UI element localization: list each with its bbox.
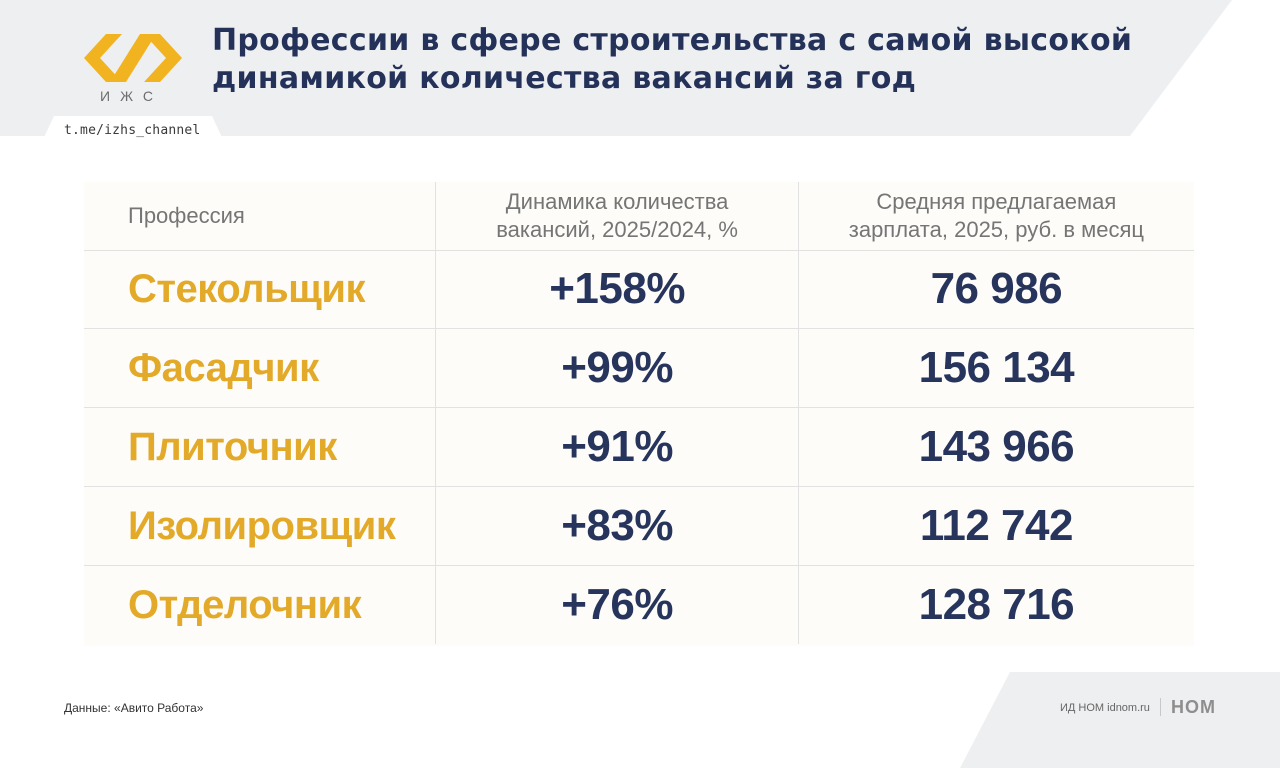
title-line-2: динамикой количества вакансий за год xyxy=(212,61,917,96)
profession-cell: Изолировщик xyxy=(128,503,396,548)
profession-cell: Плиточник xyxy=(128,424,337,469)
table-row: Отделочник +76% 128 716 xyxy=(84,566,1194,644)
table-row: Плиточник +91% 143 966 xyxy=(84,408,1194,487)
table-row: Фасадчик +99% 156 134 xyxy=(84,329,1194,408)
izhs-logo-icon xyxy=(84,34,182,82)
header-band xyxy=(0,0,1232,136)
profession-cell: Отделочник xyxy=(128,582,362,627)
header-dynamics: Динамика количества вакансий, 2025/2024,… xyxy=(496,188,738,244)
header-profession: Профессия xyxy=(128,203,245,228)
data-source: Данные: «Авито Работа» xyxy=(64,701,204,715)
salary-cell: 76 986 xyxy=(930,264,1063,313)
table-row: Изолировщик +83% 112 742 xyxy=(84,487,1194,566)
izhs-logo: ИЖС xyxy=(80,28,186,108)
nom-logo: НОМ xyxy=(1171,697,1216,717)
profession-cell: Стекольщик xyxy=(128,266,366,311)
professions-table: Профессия Динамика количества вакансий, … xyxy=(84,182,1194,646)
page-title: Профессии в сфере строительства с самой … xyxy=(212,22,1192,98)
salary-cell: 156 134 xyxy=(918,343,1075,392)
dynamics-cell: +76% xyxy=(561,580,673,629)
footer-band xyxy=(960,672,1280,768)
table-header: Профессия Динамика количества вакансий, … xyxy=(84,182,1194,251)
channel-link[interactable]: t.me/izhs_channel xyxy=(64,123,201,138)
header-dynamics-line-2: вакансий, 2025/2024, % xyxy=(496,217,738,242)
dynamics-cell: +91% xyxy=(561,422,673,471)
logo-text: ИЖС xyxy=(100,88,163,104)
table-row: Стекольщик +158% 76 986 xyxy=(84,250,1194,329)
brand-divider xyxy=(1160,698,1161,716)
salary-cell: 143 966 xyxy=(918,422,1075,471)
dynamics-cell: +99% xyxy=(561,343,673,392)
channel-tab xyxy=(40,116,226,146)
header-salary-line-1: Средняя предлагаемая xyxy=(876,189,1117,214)
profession-cell: Фасадчик xyxy=(128,345,319,390)
salary-cell: 128 716 xyxy=(918,580,1075,629)
header-dynamics-line-1: Динамика количества xyxy=(505,189,729,214)
header-salary-line-2: зарплата, 2025, руб. в месяц xyxy=(848,217,1144,242)
salary-cell: 112 742 xyxy=(919,501,1074,550)
dynamics-cell: +83% xyxy=(561,501,673,550)
title-line-1: Профессии в сфере строительства с самой … xyxy=(212,23,1133,58)
dynamics-cell: +158% xyxy=(549,264,685,313)
header-salary: Средняя предлагаемая зарплата, 2025, руб… xyxy=(849,188,1144,244)
publisher-link[interactable]: ИД НОМ idnom.ru xyxy=(1060,702,1150,714)
